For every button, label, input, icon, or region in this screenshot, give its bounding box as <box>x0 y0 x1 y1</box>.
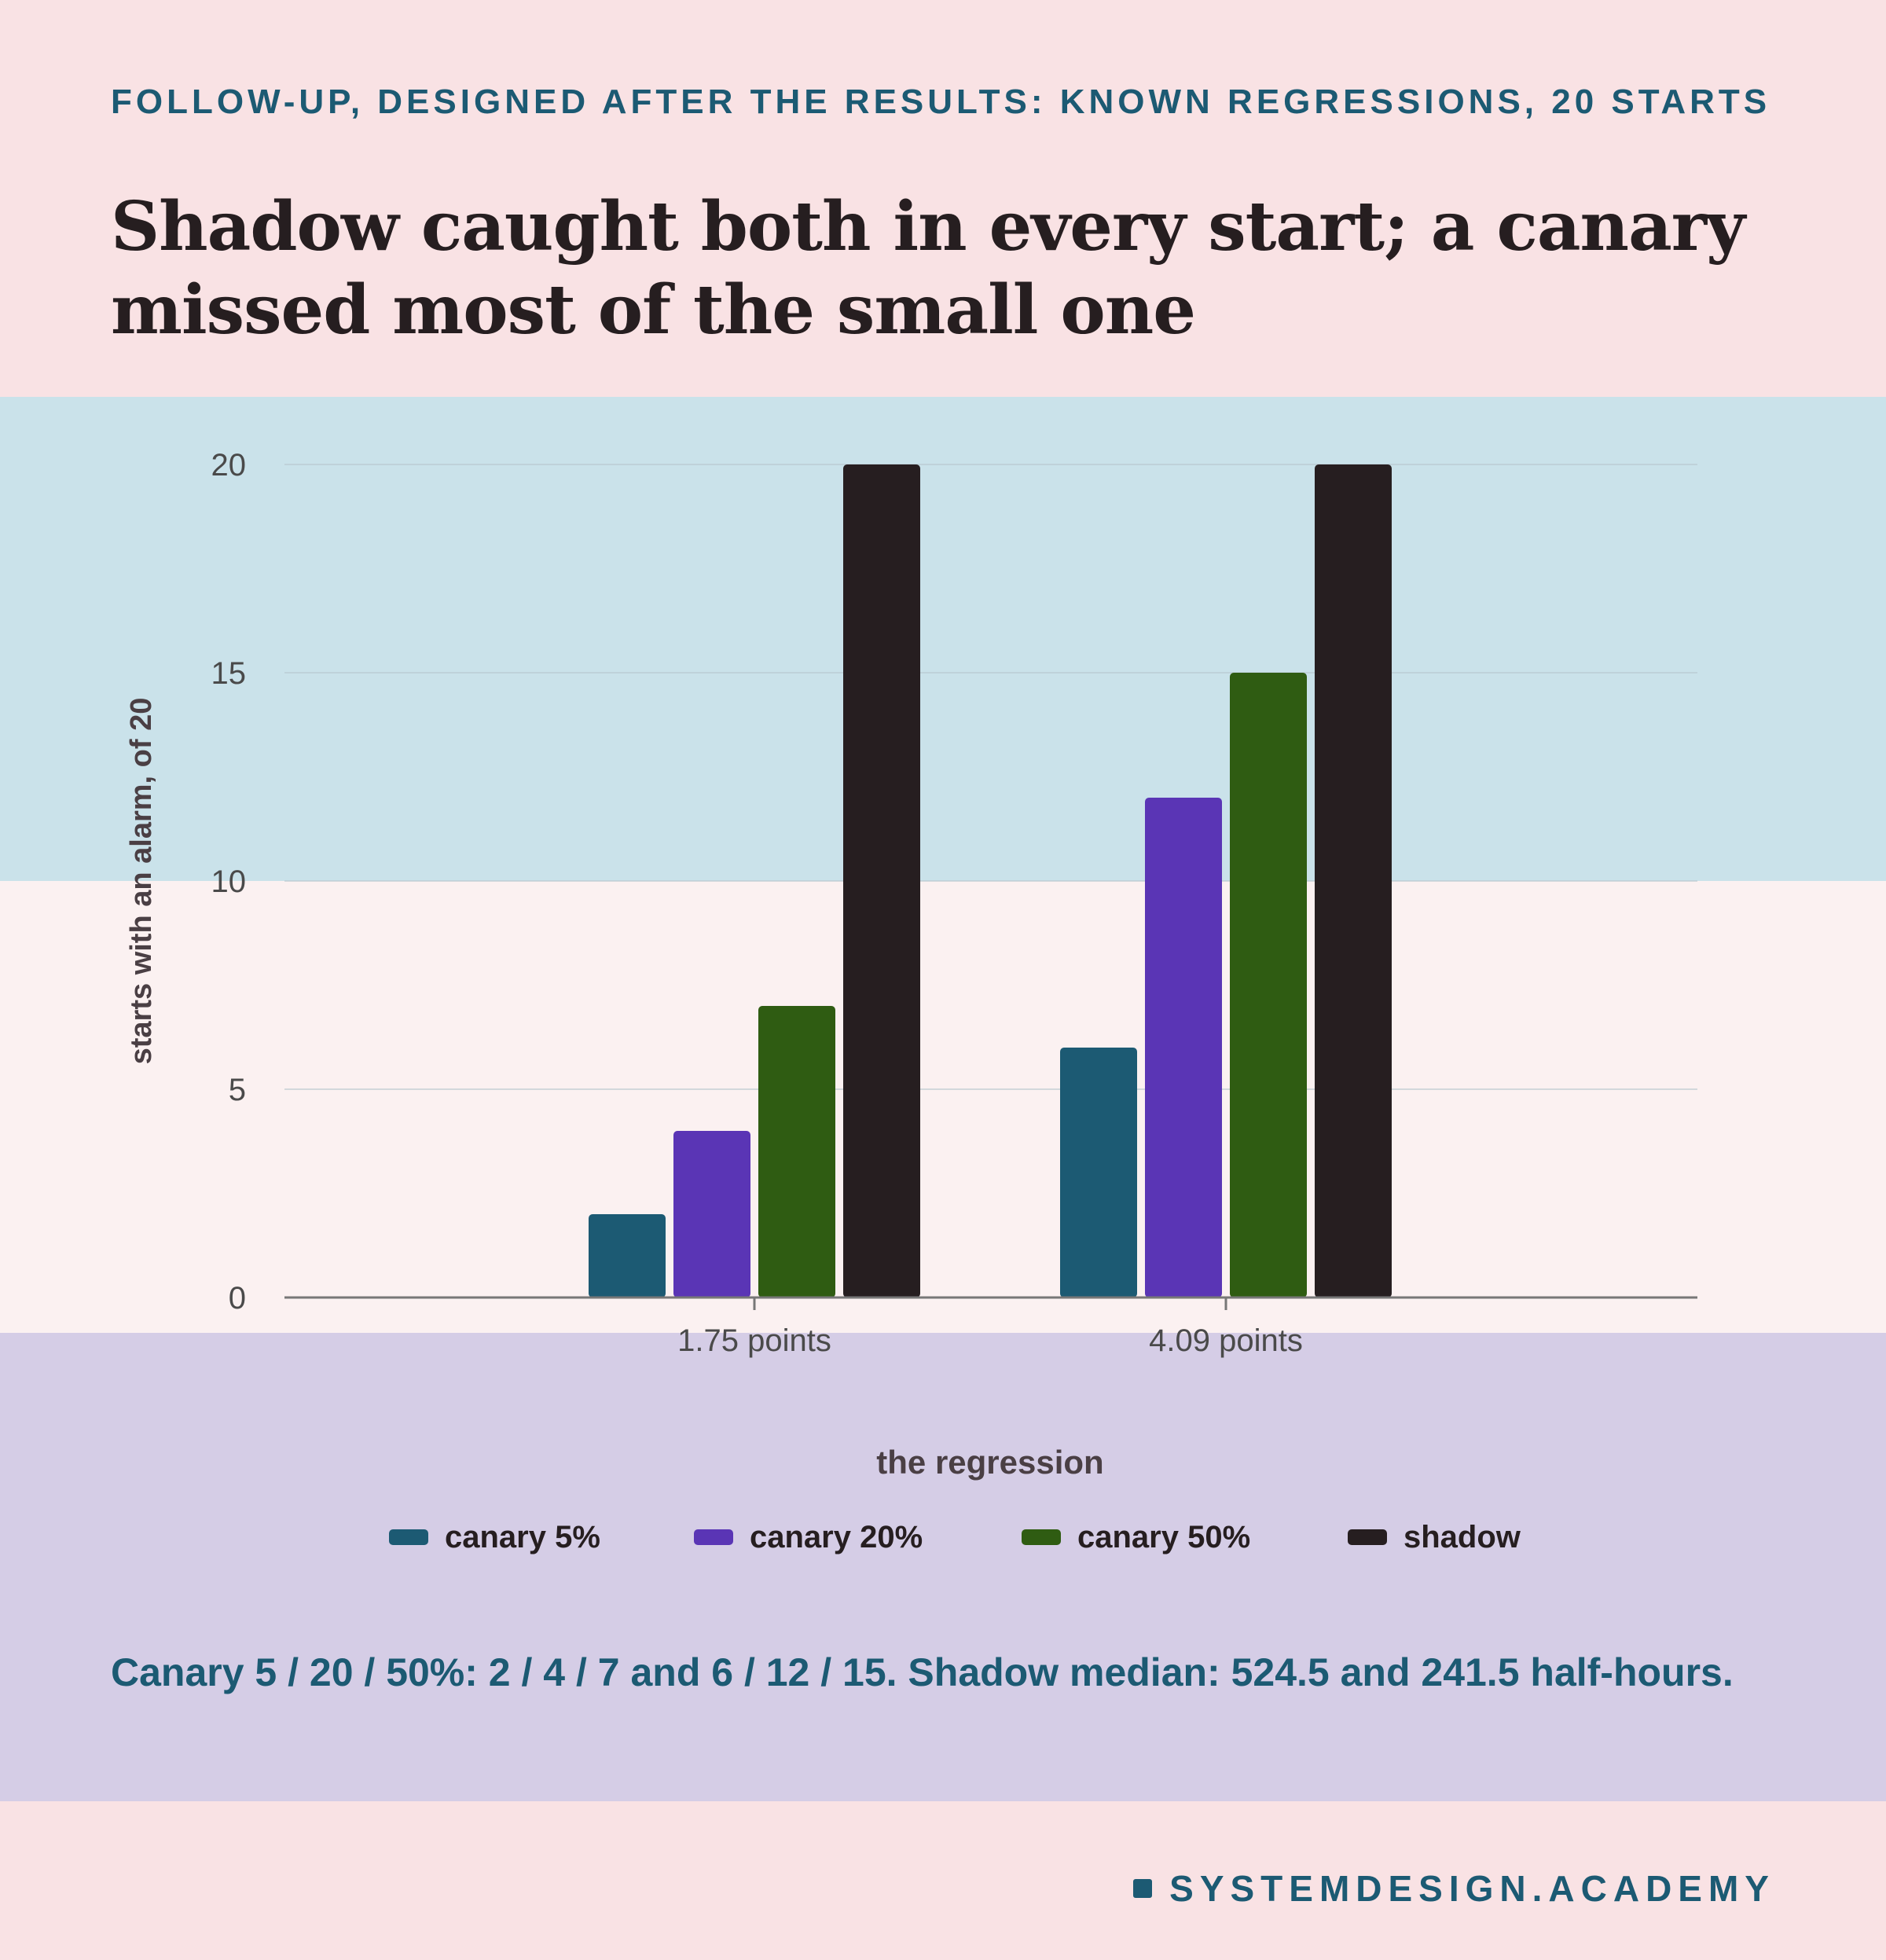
legend-label: shadow <box>1403 1520 1521 1554</box>
x-axis-title: the regression <box>876 1444 1103 1481</box>
bar <box>673 1131 750 1297</box>
axes: 0 5 10 15 20 1.75 points 4.09 points the regres… <box>125 448 1697 1481</box>
gridlines <box>284 464 1697 1090</box>
bar <box>589 1214 666 1297</box>
bar <box>758 1006 835 1297</box>
legend-swatch <box>1348 1529 1387 1545</box>
chart-kicker: FOLLOW-UP, DESIGNED AFTER THE RESULTS: K… <box>111 83 1771 121</box>
y-axis-title: starts with an alarm, of 20 <box>125 698 158 1065</box>
legend-swatch <box>1022 1529 1061 1545</box>
x-tick-label: 4.09 points <box>1149 1323 1303 1358</box>
legend-swatch <box>389 1529 428 1545</box>
y-tick-label: 15 <box>211 656 247 691</box>
legend-label: canary 5% <box>445 1520 600 1554</box>
legend-label: canary 50% <box>1077 1520 1250 1554</box>
y-tick-label: 5 <box>229 1073 246 1107</box>
band-0 <box>0 397 1886 881</box>
bars <box>589 464 1392 1297</box>
brand-square-icon <box>1133 1879 1153 1898</box>
brand-text: SYSTEMDESIGN.ACADEMY <box>1169 1868 1775 1909</box>
legend: canary 5% canary 20% canary 50% shadow <box>389 1520 1521 1554</box>
bar <box>1060 1048 1137 1297</box>
band-1 <box>0 881 1886 1333</box>
chart-headline: Shadow caught both in every start; a can… <box>111 187 1745 350</box>
bar <box>1315 464 1392 1297</box>
brand-logo: SYSTEMDESIGN.ACADEMY <box>1133 1867 1775 1910</box>
y-tick-label: 20 <box>211 448 247 483</box>
lower-panel <box>0 1333 1886 1801</box>
legend-swatch <box>694 1529 733 1545</box>
y-tick-label: 0 <box>229 1281 246 1316</box>
threshold-bands <box>0 397 1886 1333</box>
y-tick-label: 10 <box>211 864 247 899</box>
x-tick-label: 1.75 points <box>677 1323 831 1358</box>
legend-label: canary 20% <box>750 1520 923 1554</box>
bar <box>1145 798 1222 1297</box>
chart-footnote: Canary 5 / 20 / 50%: 2 / 4 / 7 and 6 / 1… <box>111 1650 1734 1694</box>
bar <box>843 464 920 1297</box>
bar <box>1230 673 1307 1297</box>
